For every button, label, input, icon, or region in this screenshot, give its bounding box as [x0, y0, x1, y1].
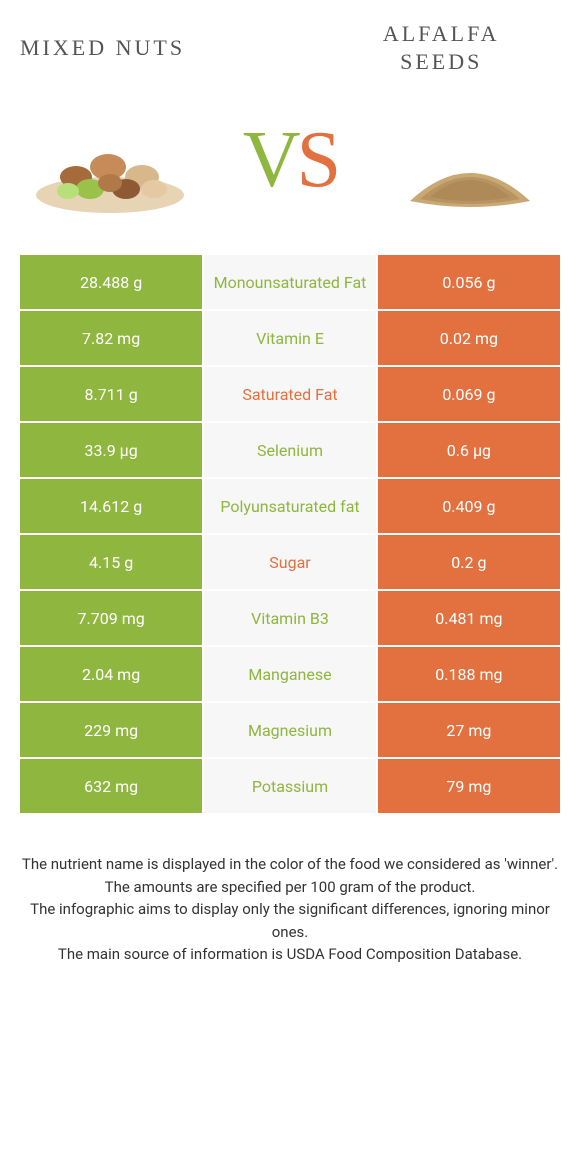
titles-row: MIXED NUTS ALFALFA SEEDS	[20, 20, 560, 75]
vs-label: VS	[243, 115, 337, 206]
nutrient-label: Sugar	[204, 535, 376, 589]
mixed-nuts-image	[30, 105, 190, 215]
value-right: 0.481 mg	[378, 591, 560, 645]
value-left: 229 mg	[20, 703, 202, 757]
nutrient-label: Manganese	[204, 647, 376, 701]
value-left: 14.612 g	[20, 479, 202, 533]
table-row: 8.711 gSaturated Fat0.069 g	[20, 367, 560, 421]
value-right: 0.069 g	[378, 367, 560, 421]
vs-s: S	[297, 116, 338, 204]
nutrient-label: Potassium	[204, 759, 376, 813]
nutrient-label: Vitamin E	[204, 311, 376, 365]
value-left: 7.709 mg	[20, 591, 202, 645]
value-left: 8.711 g	[20, 367, 202, 421]
table-row: 2.04 mgManganese0.188 mg	[20, 647, 560, 701]
hero-row: VS	[20, 105, 560, 215]
nutrient-label: Vitamin B3	[204, 591, 376, 645]
footer-line-2: The amounts are specified per 100 gram o…	[20, 876, 560, 899]
value-right: 0.02 mg	[378, 311, 560, 365]
value-left: 2.04 mg	[20, 647, 202, 701]
table-row: 632 mgPotassium79 mg	[20, 759, 560, 813]
title-right-line2: SEEDS	[400, 49, 482, 74]
value-left: 28.488 g	[20, 255, 202, 309]
value-left: 632 mg	[20, 759, 202, 813]
value-right: 0.056 g	[378, 255, 560, 309]
value-right: 0.188 mg	[378, 647, 560, 701]
table-row: 14.612 gPolyunsaturated fat0.409 g	[20, 479, 560, 533]
table-row: 33.9 µgSelenium0.6 µg	[20, 423, 560, 477]
title-right-line1: ALFALFA	[383, 21, 500, 46]
value-right: 0.2 g	[378, 535, 560, 589]
nutrient-label: Selenium	[204, 423, 376, 477]
table-row: 4.15 gSugar0.2 g	[20, 535, 560, 589]
value-left: 33.9 µg	[20, 423, 202, 477]
nutrient-label: Magnesium	[204, 703, 376, 757]
value-left: 7.82 mg	[20, 311, 202, 365]
footer-notes: The nutrient name is displayed in the co…	[0, 853, 580, 966]
footer-line-3: The infographic aims to display only the…	[20, 898, 560, 943]
footer-line-1: The nutrient name is displayed in the co…	[20, 853, 560, 876]
nutrient-label: Saturated Fat	[204, 367, 376, 421]
nutrient-label: Polyunsaturated fat	[204, 479, 376, 533]
table-row: 28.488 gMonounsaturated Fat0.056 g	[20, 255, 560, 309]
value-right: 27 mg	[378, 703, 560, 757]
title-left: MIXED NUTS	[20, 34, 258, 62]
value-left: 4.15 g	[20, 535, 202, 589]
table-row: 7.709 mgVitamin B30.481 mg	[20, 591, 560, 645]
title-right: ALFALFA SEEDS	[322, 20, 560, 75]
value-right: 79 mg	[378, 759, 560, 813]
table-row: 7.82 mgVitamin E0.02 mg	[20, 311, 560, 365]
alfalfa-seeds-image	[390, 105, 550, 215]
comparison-table: 28.488 gMonounsaturated Fat0.056 g7.82 m…	[20, 255, 560, 813]
vs-v: V	[243, 116, 297, 204]
table-row: 229 mgMagnesium27 mg	[20, 703, 560, 757]
footer-line-4: The main source of information is USDA F…	[20, 943, 560, 966]
value-right: 0.6 µg	[378, 423, 560, 477]
nutrient-label: Monounsaturated Fat	[204, 255, 376, 309]
value-right: 0.409 g	[378, 479, 560, 533]
